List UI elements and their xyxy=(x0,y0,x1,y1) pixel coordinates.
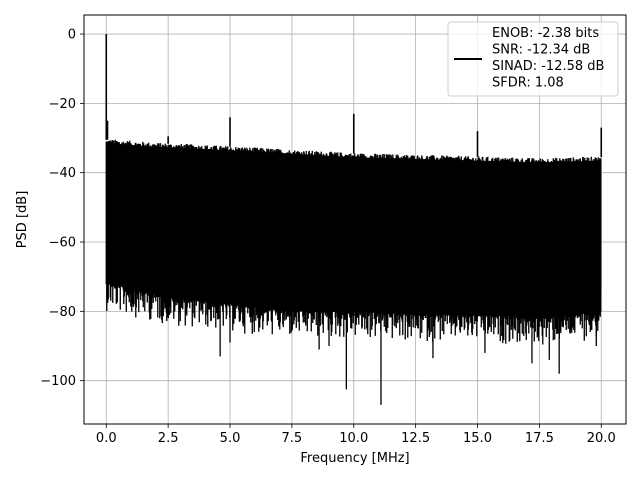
x-tick-label: 15.0 xyxy=(463,431,492,446)
legend-line: SNR: -12.34 dB xyxy=(492,43,590,58)
x-axis-label: Frequency [MHz] xyxy=(300,451,409,466)
y-tick-label: −40 xyxy=(49,166,76,181)
y-tick-label: −20 xyxy=(49,97,76,112)
x-axis: 0.0 2.5 5.0 7.5 10.0 12.5 15.0 17.5 20.0 xyxy=(96,424,616,446)
plot-frame xyxy=(83,14,627,425)
x-tick-label: 12.5 xyxy=(401,431,430,446)
plot-area xyxy=(105,34,603,405)
legend-line: ENOB: -2.38 bits xyxy=(492,26,599,41)
y-tick-label: −60 xyxy=(49,236,76,251)
legend-line: SINAD: -12.58 dB xyxy=(492,59,604,74)
x-tick-label: 20.0 xyxy=(587,431,616,446)
y-tick-label: 0 xyxy=(68,28,76,43)
legend-label: ENOB: -2.38 bits SNR: -12.34 dB SINAD: -12… xyxy=(492,26,604,91)
y-axis-label: PSD [dB] xyxy=(15,191,30,249)
psd-noise-band xyxy=(106,143,602,298)
x-tick-label: 10.0 xyxy=(339,431,368,446)
legend: ENOB: -2.38 bits SNR: -12.34 dB SINAD: -12… xyxy=(447,21,619,97)
legend-line: SFDR: 1.08 xyxy=(492,76,564,91)
legend-box xyxy=(447,21,619,97)
x-tick-label: 2.5 xyxy=(158,431,179,446)
x-tick-label: 7.5 xyxy=(282,431,303,446)
y-axis: 0 −20 −40 −60 −80 −100 xyxy=(40,28,84,389)
x-tick-label: 0.0 xyxy=(96,431,117,446)
y-tick-label: −80 xyxy=(49,305,76,320)
y-tick-label: −100 xyxy=(40,374,76,389)
x-tick-label: 17.5 xyxy=(525,431,554,446)
x-tick-label: 5.0 xyxy=(220,431,241,446)
